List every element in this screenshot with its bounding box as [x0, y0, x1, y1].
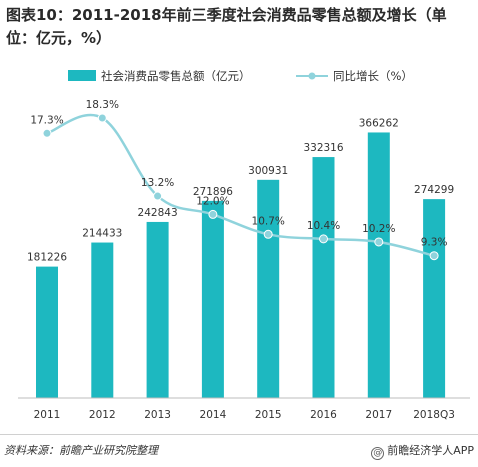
bar-2013 — [146, 221, 169, 398]
bar-value-label-2016: 332316 — [303, 142, 343, 154]
bar-value-label-2013: 242843 — [138, 207, 178, 219]
x-tick-label-2013: 2013 — [144, 409, 171, 420]
x-tick-label-2012: 2012 — [89, 409, 116, 420]
brand-name: 前瞻经济学人APP — [387, 444, 474, 457]
x-tick-label-2017: 2017 — [365, 409, 392, 420]
legend-bar-swatch — [68, 70, 96, 81]
growth-value-label-2014: 12.0% — [196, 195, 229, 207]
bar-2016 — [312, 157, 335, 398]
growth-value-label-2011: 17.3% — [30, 114, 63, 126]
legend-line-label: 同比增长（%） — [333, 69, 413, 83]
bar-2018Q3 — [423, 199, 446, 398]
bar-2015 — [257, 179, 280, 398]
combo-chart: 181226 214433 242843 271896 300931 332316 3662… — [18, 99, 470, 420]
x-tick-label-2018Q3: 2018Q3 — [413, 409, 455, 420]
growth-value-label-2012: 18.3% — [86, 99, 119, 111]
growth-point-2018Q3 — [429, 251, 439, 261]
x-tick-label-2016: 2016 — [310, 409, 337, 420]
bar-value-label-2017: 366262 — [359, 117, 399, 129]
chart-title: 图表10：2011-2018年前三季度社会消费品零售总额及增长（单位：亿元，%） — [6, 6, 447, 47]
bar-2012 — [91, 242, 114, 398]
growth-value-label-2013: 13.2% — [141, 177, 174, 189]
growth-point-2014 — [208, 209, 218, 219]
brand-credit: @ 前瞻经济学人APP — [371, 442, 474, 460]
x-tick-label-2011: 2011 — [34, 409, 61, 420]
bar-value-label-2014: 271896 — [193, 186, 233, 198]
growth-point-2011 — [42, 128, 52, 138]
growth-value-label-2016: 10.4% — [307, 220, 340, 232]
bar-2011 — [36, 266, 58, 398]
bar-value-label-2012: 214433 — [82, 228, 122, 240]
x-tick-label-2014: 2014 — [200, 409, 227, 420]
growth-point-2016 — [319, 234, 328, 244]
growth-point-2012 — [97, 113, 107, 123]
growth-value-label-2017: 10.2% — [362, 223, 395, 235]
growth-point-2017 — [374, 237, 384, 247]
growth-point-2013 — [153, 191, 163, 201]
growth-value-label-2018Q3: 9.3% — [421, 237, 448, 249]
legend-line-swatch — [296, 72, 328, 80]
legend: 社会消费品零售总额（亿元） 同比增长（%） — [0, 66, 478, 86]
growth-point-2015 — [263, 229, 273, 239]
brand-mark-icon: @ — [371, 447, 385, 460]
source-note: 资料来源：前瞻产业研究院整理 — [4, 444, 158, 457]
growth-value-label-2015: 10.7% — [252, 215, 285, 227]
footer-divider — [0, 434, 478, 435]
bar-value-label-2015: 300931 — [248, 165, 288, 177]
bar-2014 — [201, 200, 224, 398]
bar-2017 — [367, 132, 390, 398]
bar-value-label-2011: 181226 — [27, 252, 67, 264]
legend-bar-label: 社会消费品零售总额（亿元） — [101, 69, 251, 83]
x-tick-label-2015: 2015 — [255, 409, 282, 420]
bar-value-label-2018Q3: 274299 — [414, 184, 454, 196]
